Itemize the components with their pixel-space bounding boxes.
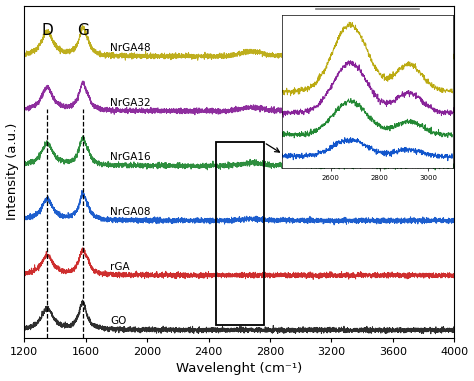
Text: GO: GO (110, 317, 127, 327)
Text: NrGA32: NrGA32 (110, 98, 151, 107)
Text: D: D (41, 23, 53, 38)
Bar (216, 142, 264, 325)
Text: NrGA08: NrGA08 (110, 207, 151, 217)
Text: NrGA16: NrGA16 (110, 152, 151, 162)
Text: G: G (77, 23, 89, 38)
Text: NrGA48: NrGA48 (110, 43, 151, 53)
Y-axis label: Intensity (a.u.): Intensity (a.u.) (6, 123, 18, 220)
X-axis label: Wavelenght (cm⁻¹): Wavelenght (cm⁻¹) (176, 362, 302, 375)
Text: rGA: rGA (110, 262, 130, 272)
